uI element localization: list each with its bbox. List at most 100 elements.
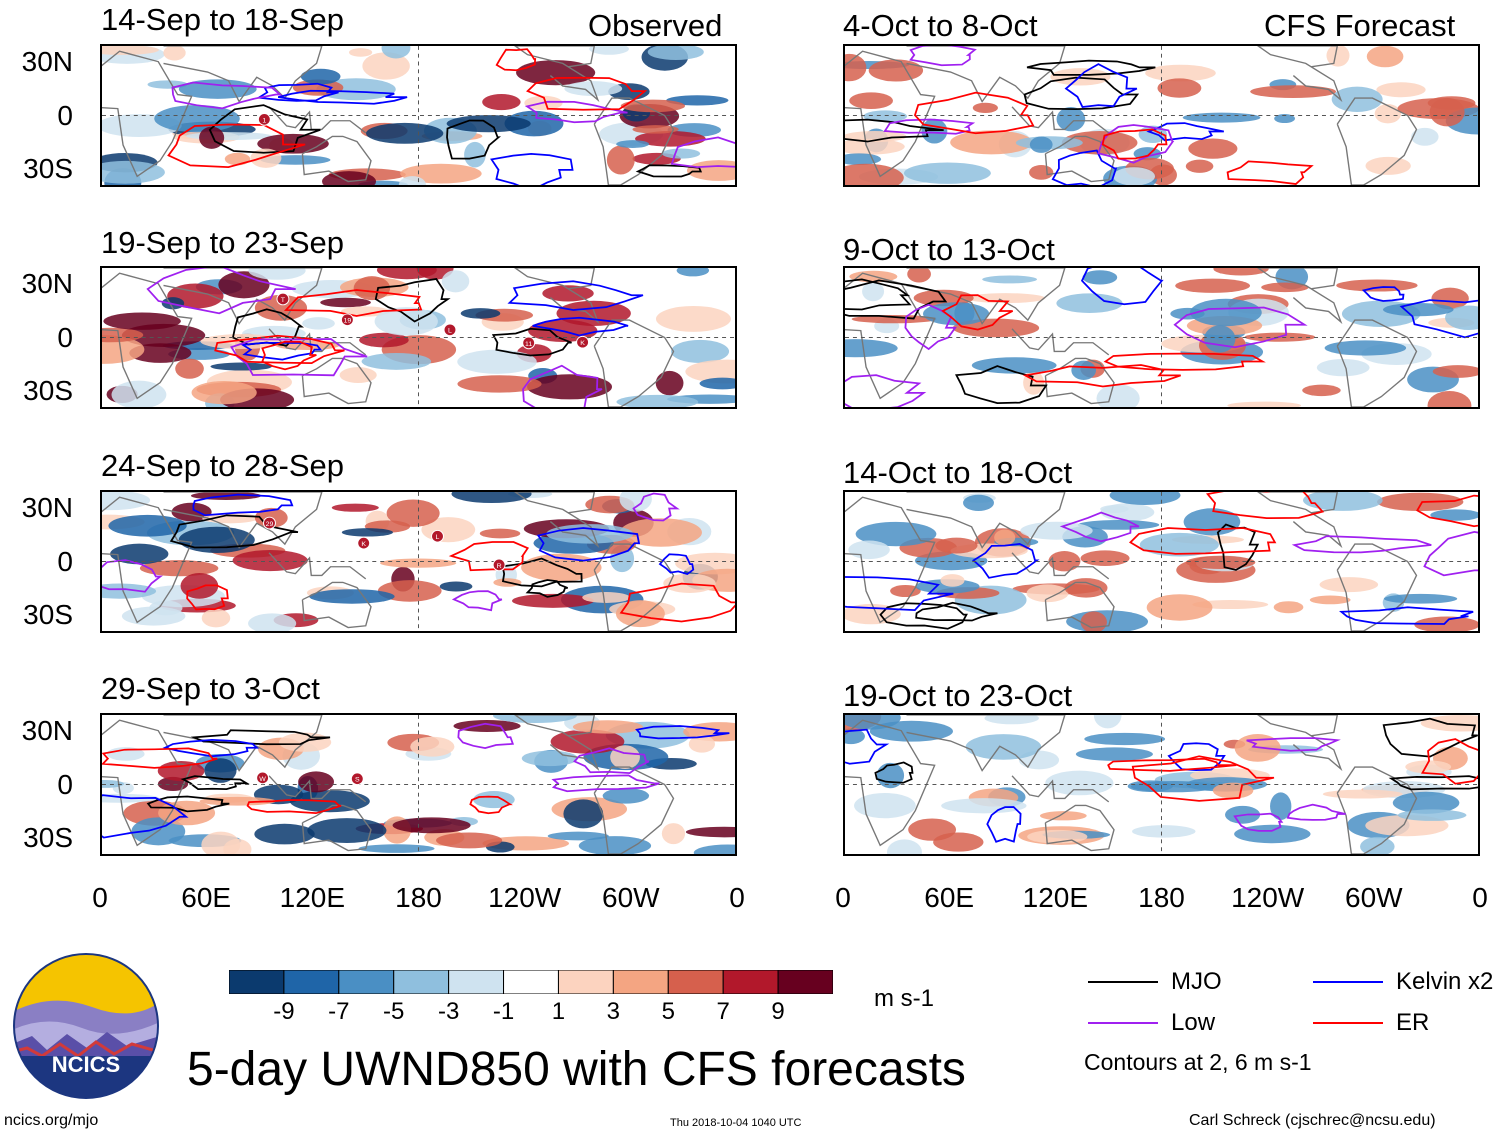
colorbar-tick-label: -9 — [273, 998, 295, 1025]
wind-anomaly-shading — [663, 573, 716, 594]
wind-anomaly-shading — [358, 844, 435, 853]
wind-anomaly-shading — [546, 524, 634, 544]
wind-anomaly-shading — [441, 270, 470, 293]
contour-kelvin-x2 — [1051, 149, 1118, 185]
contour-kelvin-x2 — [845, 576, 954, 611]
wind-anomaly-shading — [381, 46, 411, 59]
contour-low — [230, 338, 368, 377]
observed-header: Observed — [588, 8, 723, 43]
wind-anomaly-shading — [298, 771, 334, 793]
colorbar-segment — [338, 969, 395, 995]
wind-anomaly-shading — [686, 160, 735, 181]
lon-tick-label: 120E — [279, 882, 346, 913]
wind-anomaly-shading — [178, 79, 257, 99]
lat-tick-label: 0 — [57, 545, 73, 577]
coastline — [906, 715, 1066, 772]
contour-low — [457, 722, 515, 750]
wind-anomaly-shading — [1405, 760, 1452, 774]
contour-er — [283, 289, 423, 317]
wind-anomaly-shading — [1056, 106, 1086, 132]
map-panel-observed-1: 1 — [100, 44, 737, 187]
contour-low — [632, 492, 680, 522]
colorbar-segment — [448, 969, 505, 995]
contour-er — [941, 294, 1014, 331]
coastline — [1256, 268, 1343, 325]
wind-anomaly-shading — [1080, 550, 1130, 567]
wind-anomaly-shading — [453, 719, 521, 732]
wind-anomaly-shading — [1029, 136, 1053, 153]
wind-anomaly-shading — [504, 110, 564, 137]
storm-icon — [576, 335, 590, 349]
wind-anomaly-shading — [671, 339, 730, 363]
wind-anomaly-shading — [1273, 601, 1304, 614]
lat-tick-label: 30S — [23, 599, 73, 631]
wind-anomaly-shading — [300, 68, 341, 85]
storm-label: 29 — [266, 521, 274, 528]
wind-anomaly-shading — [845, 138, 905, 155]
coastline — [163, 492, 323, 549]
cfs-forecast-header: CFS Forecast — [1264, 8, 1456, 43]
wind-anomaly-shading — [578, 836, 652, 854]
legend-label: Kelvin x2 — [1396, 968, 1494, 995]
contour-er — [469, 795, 513, 815]
storm-marker: W — [256, 771, 270, 785]
wind-anomaly-shading — [848, 540, 890, 560]
lat-tick-label: 30N — [21, 267, 73, 299]
wind-anomaly-shading — [149, 600, 183, 616]
wind-anomaly-shading — [1427, 96, 1476, 110]
wind-anomaly-shading — [1204, 325, 1236, 353]
wind-anomaly-shading — [1324, 340, 1407, 356]
coastline — [1256, 46, 1343, 103]
wind-anomaly-shading — [1109, 492, 1181, 505]
colorbar-units: m s-1 — [874, 985, 934, 1012]
coastline — [163, 268, 323, 325]
wind-anomaly-shading — [615, 600, 665, 628]
wind-anomaly-shading — [410, 736, 455, 757]
lat-tick-label: 30S — [23, 375, 73, 407]
lon-tick-label: 60W — [1345, 882, 1403, 913]
map-panel-forecast-2 — [843, 266, 1480, 409]
coastline — [906, 268, 1066, 325]
panel-title: 14-Oct to 18-Oct — [843, 455, 1073, 490]
contour-kelvin-x2 — [1064, 63, 1138, 108]
contour-low — [1246, 737, 1341, 752]
footer-timestamp: Thu 2018-10-04 1040 UTC — [670, 1117, 802, 1129]
wind-anomaly-shading — [175, 358, 204, 379]
wind-anomaly-shading — [521, 750, 578, 767]
legend-label: Low — [1171, 1009, 1216, 1036]
contour-mjo — [146, 795, 230, 813]
storm-label: W — [259, 776, 266, 783]
contour-kelvin-x2 — [986, 806, 1022, 843]
wind-anomaly-shading — [984, 715, 1039, 725]
coastline — [268, 552, 367, 580]
wind-anomaly-shading — [1303, 492, 1383, 511]
coastline — [102, 272, 193, 400]
wind-anomaly-shading — [386, 499, 440, 527]
wind-anomaly-shading — [845, 339, 898, 358]
contour-er — [246, 799, 342, 815]
wind-anomaly-shading — [1414, 616, 1478, 631]
lat-tick-label: 30S — [23, 822, 73, 854]
storm-marker: S — [350, 772, 364, 786]
wind-anomaly-shading — [619, 518, 702, 547]
storm-label: 11 — [525, 341, 532, 348]
wind-anomaly-shading — [935, 537, 978, 554]
wind-anomaly-shading — [616, 140, 650, 148]
coastline — [845, 496, 936, 624]
coastline — [1011, 552, 1110, 580]
coastline — [301, 804, 372, 852]
wind-anomaly-shading — [1366, 46, 1404, 68]
contour-kelvin-x2 — [240, 341, 323, 361]
wind-anomaly-shading — [635, 131, 706, 147]
wind-anomaly-shading — [1190, 298, 1262, 327]
colorbar-segment — [503, 969, 559, 995]
coastline — [1336, 766, 1418, 854]
wind-anomaly-shading — [1145, 64, 1216, 82]
colorbar-tick-label: -7 — [328, 998, 350, 1025]
contour-low — [1286, 803, 1346, 821]
wind-anomaly-shading — [1212, 782, 1254, 799]
wind-anomaly-shading — [1270, 792, 1292, 820]
wind-anomaly-shading — [129, 343, 192, 363]
contour-er — [261, 340, 317, 371]
